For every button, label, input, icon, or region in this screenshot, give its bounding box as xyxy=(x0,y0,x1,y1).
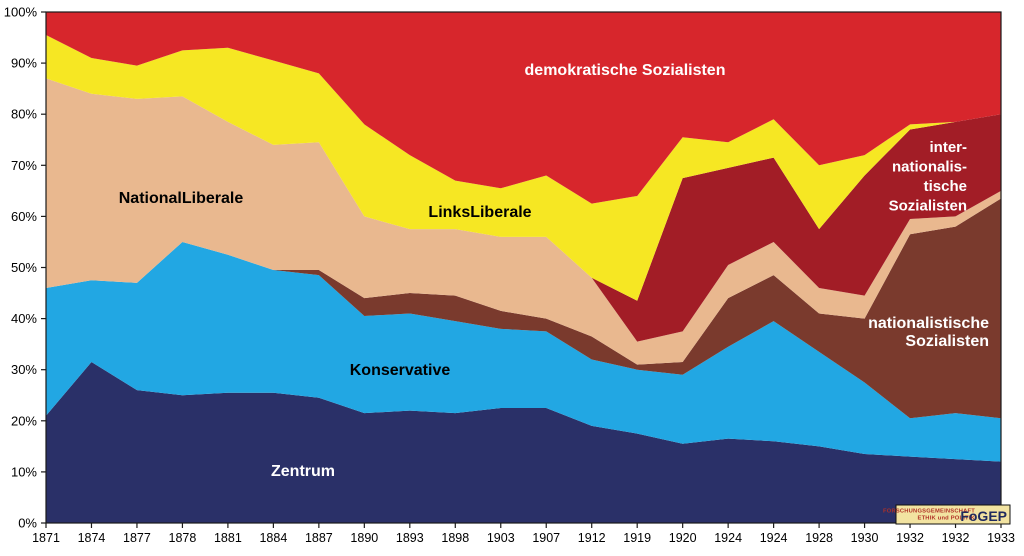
label-linksliberale: LinksLiberale xyxy=(428,204,531,221)
x-tick-label: 1890 xyxy=(350,531,378,545)
x-tick-label: 1881 xyxy=(214,531,242,545)
label-internationalistische-sozialisten: inter- xyxy=(930,139,968,156)
x-tick-label: 1932 xyxy=(896,531,924,545)
label-demokratische-sozialisten: demokratische Sozialisten xyxy=(525,62,726,79)
area-demokratische-sozialisten xyxy=(46,12,1001,204)
area-zentrum xyxy=(46,362,1001,523)
x-tick-label: 1893 xyxy=(396,531,424,545)
x-tick-label: 1912 xyxy=(578,531,606,545)
y-tick-label: 0% xyxy=(18,516,37,531)
x-tick-label: 1898 xyxy=(441,531,469,545)
x-tick-label: 1871 xyxy=(32,531,60,545)
x-tick-label: 1874 xyxy=(78,531,106,545)
label-internationalistische-sozialisten: Sozialisten xyxy=(889,198,967,215)
area-nationalistische-sozialisten xyxy=(46,198,1001,419)
x-tick-label: 1877 xyxy=(123,531,151,545)
fogep-logo-line1: FORSCHUNGSGEMEINSCHAFT xyxy=(883,509,975,515)
x-tick-label: 1930 xyxy=(851,531,879,545)
label-konservative: Konservative xyxy=(350,362,451,379)
fogep-logo-line2: ETHIK und POLITIK xyxy=(918,516,976,522)
y-tick-label: 50% xyxy=(11,260,37,275)
x-tick-label: 1924 xyxy=(760,531,788,545)
y-tick-label: 100% xyxy=(4,5,38,20)
x-tick-label: 1903 xyxy=(487,531,515,545)
x-tick-label: 1884 xyxy=(259,531,287,545)
area-konservative xyxy=(46,241,1001,462)
area-nationalliberale xyxy=(46,78,1001,365)
y-tick-label: 60% xyxy=(11,209,37,224)
x-tick-label: 1887 xyxy=(305,531,333,545)
label-nationalliberale: NationalLiberale xyxy=(119,190,244,207)
area-linksliberale xyxy=(46,34,1001,301)
y-tick-label: 40% xyxy=(11,311,37,326)
x-tick-label: 1878 xyxy=(169,531,197,545)
y-tick-label: 20% xyxy=(11,413,37,428)
x-tick-label: 1933 xyxy=(987,531,1015,545)
label-internationalistische-sozialisten: nationalis- xyxy=(892,159,967,176)
label-internationalistische-sozialisten: tische xyxy=(924,178,967,195)
x-tick-label: 1920 xyxy=(669,531,697,545)
x-tick-label: 1907 xyxy=(532,531,560,545)
label-zentrum: Zentrum xyxy=(271,463,335,480)
y-tick-label: 70% xyxy=(11,158,37,173)
x-tick-label: 1928 xyxy=(805,531,833,545)
fogep-logo-box xyxy=(895,504,1011,525)
y-tick-label: 30% xyxy=(11,362,37,377)
fogep-logo-brand: FoGEP xyxy=(960,508,1007,524)
label-nationalistische-sozialisten: Sozialisten xyxy=(905,333,989,350)
x-tick-label: 1924 xyxy=(714,531,742,545)
y-tick-label: 90% xyxy=(11,56,37,71)
x-tick-label: 1932 xyxy=(942,531,970,545)
y-tick-label: 80% xyxy=(11,107,37,122)
label-nationalistische-sozialisten: nationalistische xyxy=(868,315,989,332)
y-tick-label: 10% xyxy=(11,464,37,479)
x-tick-label: 1919 xyxy=(623,531,651,545)
